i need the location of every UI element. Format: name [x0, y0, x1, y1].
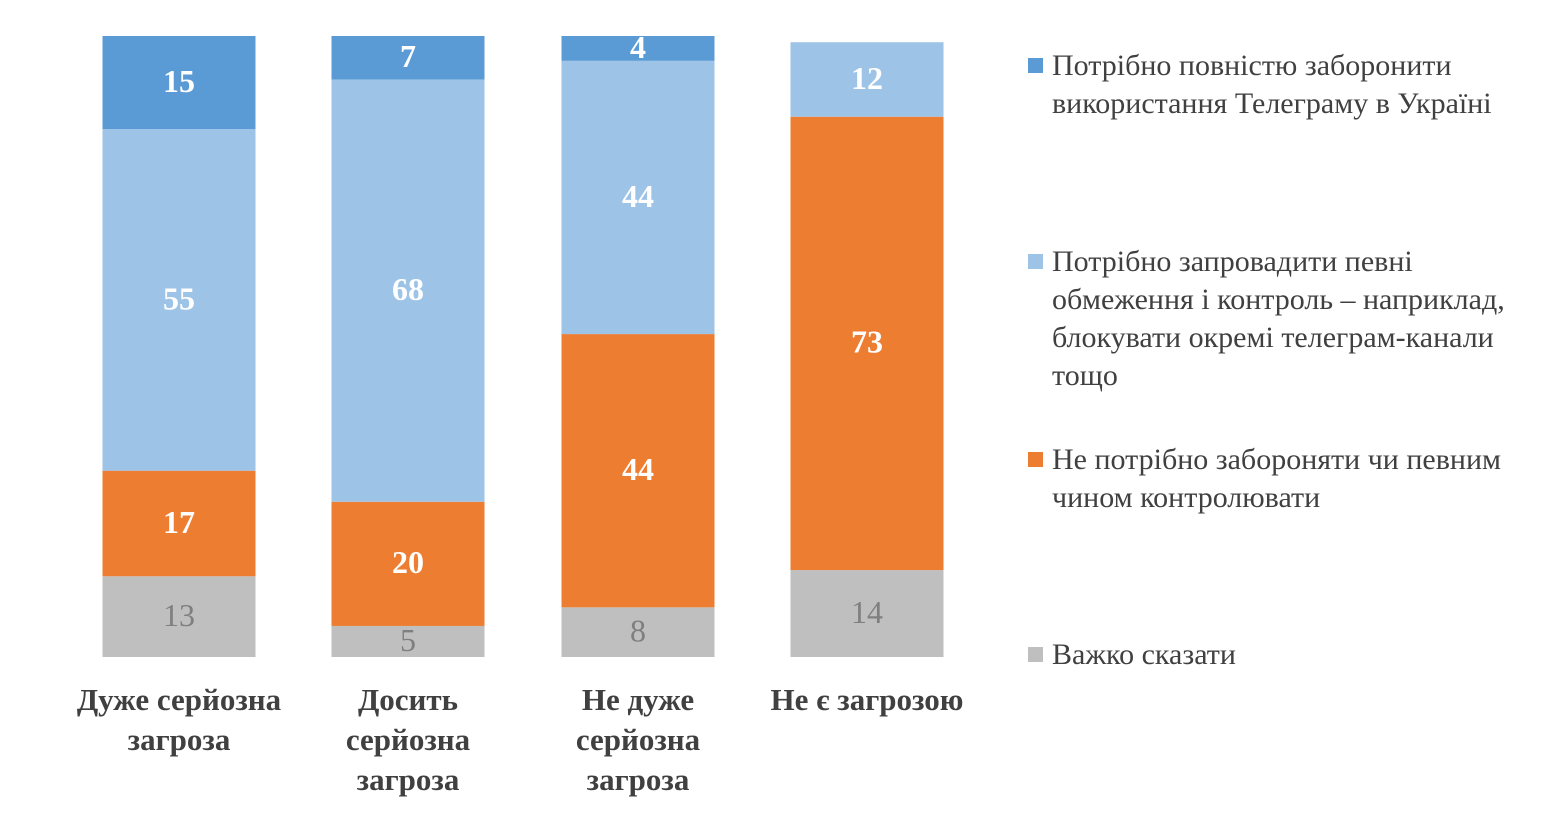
bar-segment	[790, 116, 944, 571]
legend-swatch	[1028, 647, 1043, 662]
value-label: 68	[392, 271, 424, 307]
value-label: 7	[400, 38, 416, 74]
legend-swatch	[1028, 452, 1043, 467]
bar-segment	[102, 470, 256, 577]
value-label: 55	[163, 280, 195, 316]
x-tick-label: Не є загрозою	[770, 682, 964, 717]
legend-swatch	[1028, 58, 1043, 73]
bar-segment	[102, 36, 256, 130]
bar-segment	[331, 501, 485, 626]
value-label: 17	[163, 504, 195, 540]
bar-segment	[331, 36, 485, 80]
value-label: 44	[622, 451, 654, 487]
bar-segment	[561, 334, 715, 608]
legend-item: Важко сказати	[1028, 636, 1528, 674]
x-tick-label: Дуже серйозна загроза	[76, 682, 282, 757]
value-label: 44	[622, 178, 654, 214]
legend-item: Потрібно повністю заборонити використанн…	[1028, 47, 1528, 123]
value-label: 8	[630, 613, 646, 649]
value-label: 13	[163, 597, 195, 633]
value-label: 4	[630, 29, 646, 65]
value-label: 12	[851, 60, 883, 96]
bar-segment	[331, 625, 485, 657]
bar-segment	[561, 607, 715, 657]
legend-label: Важко сказати	[1052, 638, 1236, 671]
value-label: 20	[392, 544, 424, 580]
legend-label: Не потрібно забороняти чи певним чином к…	[1052, 443, 1501, 514]
bar-segment	[561, 60, 715, 335]
bar-segment	[790, 570, 944, 657]
legend-item: Потрібно запровадити певні обмеження і к…	[1028, 243, 1528, 395]
legend-label: Потрібно запровадити певні обмеження і к…	[1052, 245, 1505, 392]
value-label: 14	[851, 594, 883, 630]
legend-item: Не потрібно забороняти чи певним чином к…	[1028, 441, 1528, 517]
value-label: 73	[851, 324, 883, 360]
value-label: 15	[163, 63, 195, 99]
legend-label: Потрібно повністю заборонити використанн…	[1052, 49, 1492, 120]
bar-segment	[102, 576, 256, 657]
bar-segment	[102, 129, 256, 471]
x-tick-label: Не дуже серйозна загроза	[575, 682, 701, 797]
legend-swatch	[1028, 254, 1043, 269]
x-tick-label: Досить серйозна загроза	[345, 682, 471, 797]
bar-segment	[331, 79, 485, 502]
bar-segment	[790, 42, 944, 117]
value-label: 5	[400, 622, 416, 658]
bar-segment	[561, 36, 715, 61]
